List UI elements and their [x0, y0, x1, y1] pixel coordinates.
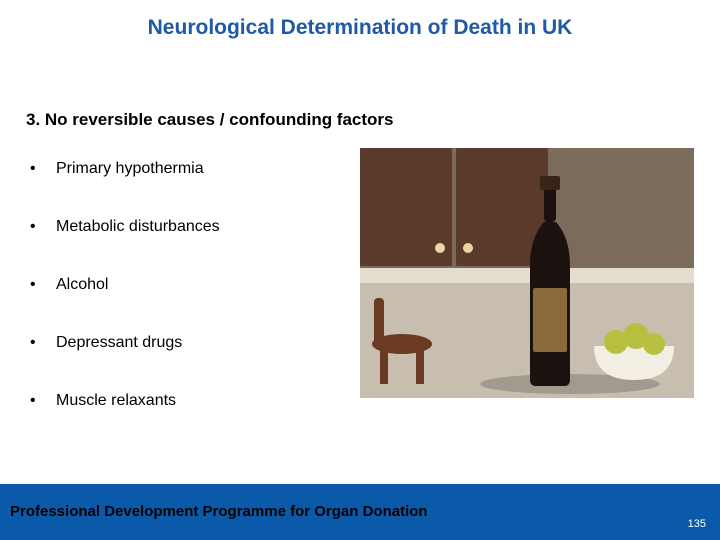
list-item: • Primary hypothermia	[26, 160, 356, 178]
bullet-text: Alcohol	[56, 276, 108, 294]
section-subtitle: 3. No reversible causes / confounding fa…	[26, 110, 394, 130]
bullet-text: Primary hypothermia	[56, 160, 204, 178]
bullet-list: • Primary hypothermia • Metabolic distur…	[26, 160, 356, 450]
bullet-text: Metabolic disturbances	[56, 218, 220, 236]
list-item: • Depressant drugs	[26, 334, 356, 352]
bullet-icon: •	[26, 276, 56, 294]
wine-bottle-photo	[360, 148, 694, 398]
slide-title: Neurological Determination of Death in U…	[0, 16, 720, 40]
bullet-icon: •	[26, 334, 56, 352]
list-item: • Metabolic disturbances	[26, 218, 356, 236]
bullet-icon: •	[26, 160, 56, 178]
footer-text: Professional Development Programme for O…	[10, 503, 428, 520]
bullet-icon: •	[26, 392, 56, 410]
page-number: 135	[688, 518, 706, 530]
list-item: • Alcohol	[26, 276, 356, 294]
list-item: • Muscle relaxants	[26, 392, 356, 410]
bullet-text: Depressant drugs	[56, 334, 182, 352]
bullet-icon: •	[26, 218, 56, 236]
bullet-text: Muscle relaxants	[56, 392, 176, 410]
